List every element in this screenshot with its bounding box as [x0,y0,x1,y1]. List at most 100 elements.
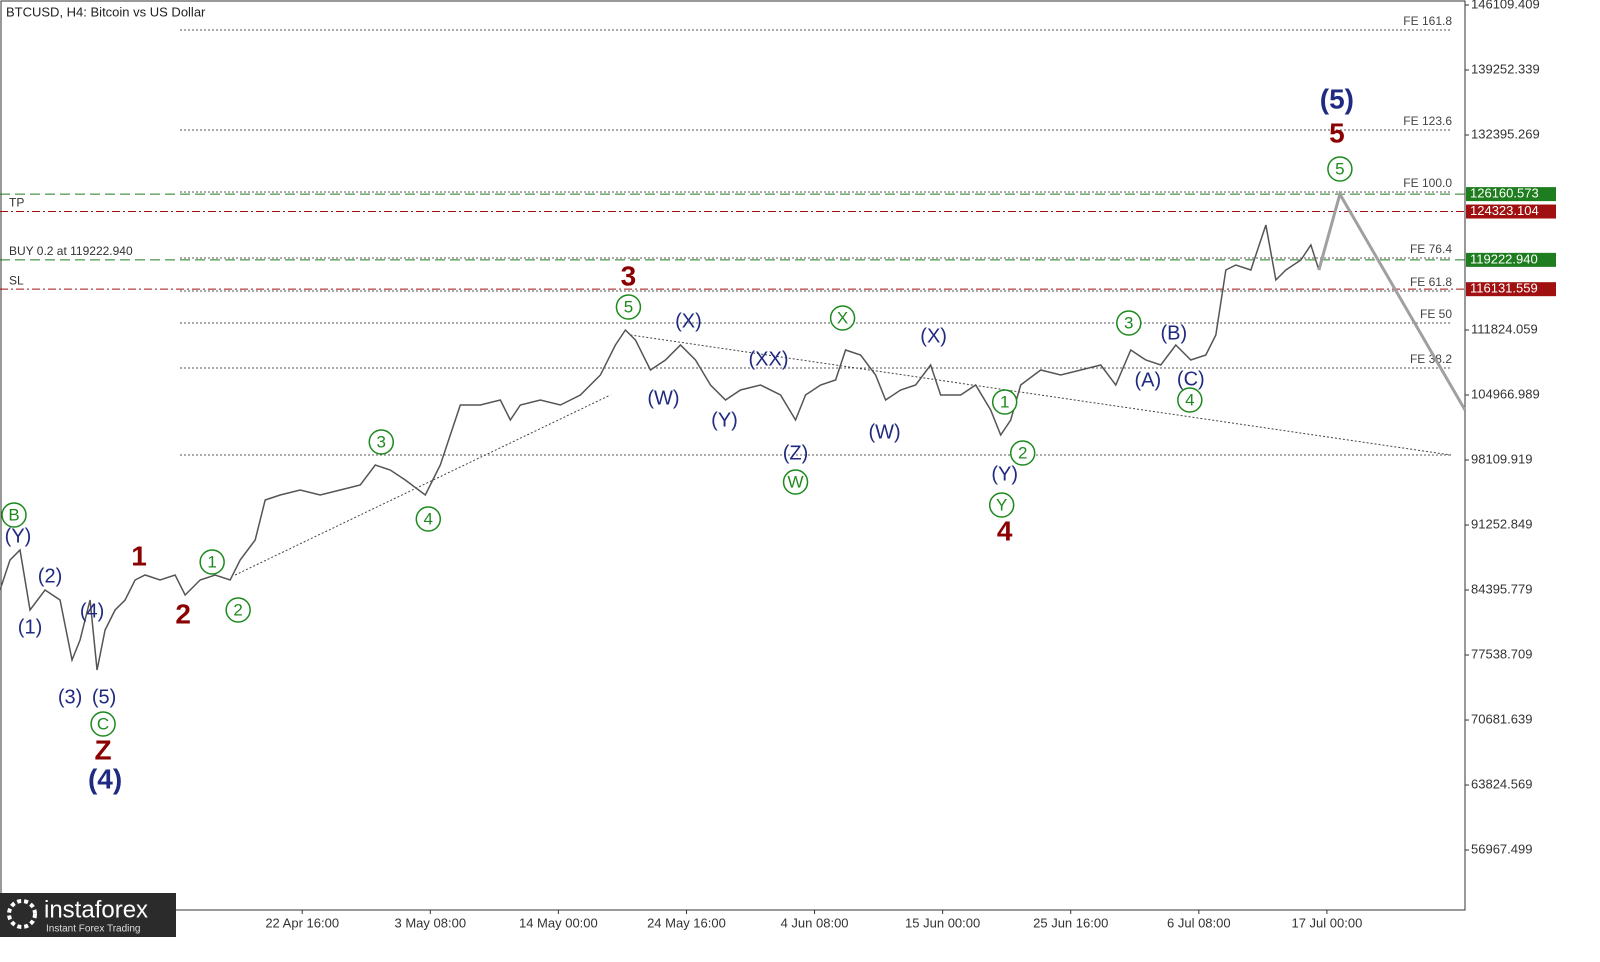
wave-circle [415,506,442,532]
logo: instaforex Instant Forex Trading [0,893,176,937]
x-tick-label: 17 Jul 00:00 [1291,915,1362,930]
wave-label: (5) [92,686,116,708]
x-tick-label: 3 May 08:00 [395,915,467,930]
y-tick-label: 132395.269 [1471,126,1540,141]
wave-label: (X) [920,325,947,347]
price-tag [1466,252,1556,267]
plot-frame [0,0,1466,911]
wave-label: (2) [38,565,62,587]
logo-name: instaforex [44,896,148,923]
wave-label: (1) [18,616,42,638]
wave-label: 4 [1185,390,1194,409]
x-tick-label: 14 May 00:00 [519,915,598,930]
wave-circle [1177,387,1203,413]
fib-label: FE 76.4 [1410,242,1452,256]
wave-label: (Y) [711,409,738,431]
wave-label: (3) [58,686,82,708]
x-tick-label: 25 Jun 16:00 [1033,915,1108,930]
wave-label: (5) [1320,83,1354,114]
wave-circle [829,305,856,331]
price-tag-label: 119222.940 [1470,251,1538,266]
wave-label: (XX) [749,348,789,370]
wave-label: (X) [675,310,702,332]
x-tick-label: 15 Jun 00:00 [905,915,980,930]
wave-label: 2 [1018,443,1027,462]
price-line-series [0,224,1320,671]
wave-label: (C) [1177,368,1205,390]
wave-label: 3 [621,260,637,291]
trendline [234,394,611,576]
logo-box [0,893,176,937]
wave-label: (Y) [991,463,1018,485]
y-tick-label: 98109.919 [1471,451,1532,466]
wave-label: 1 [1000,392,1009,411]
wave-circle [782,469,809,495]
wave-label: 3 [377,432,386,451]
price-tag-label: 124323.104 [1470,203,1539,218]
x-tick-label: 24 May 16:00 [647,915,726,930]
wave-label: C [97,714,109,733]
price-line-label: TP [9,196,24,210]
y-tick-label: 63824.569 [1471,776,1532,791]
y-tick-label: 139252.339 [1471,61,1540,76]
logo-icon [7,899,37,929]
wave-label: 4 [424,509,433,528]
wave-label: W [788,472,804,491]
wave-label: Y [996,495,1007,514]
x-tick-label: 22 Apr 16:00 [265,915,339,930]
price-line-label: BUY 0.2 at 119222.940 [9,244,133,258]
wave-label: Z [95,734,112,765]
wave-label: 5 [624,297,633,316]
price-tag-label: 126160.573 [1470,186,1539,201]
wave-label: (W) [869,421,901,443]
fib-label: FE 161.8 [1403,14,1452,28]
wave-label: 5 [1329,117,1345,148]
x-tick-label: 6 Jul 08:00 [1167,915,1231,930]
wave-circle [1009,440,1036,466]
wave-label: (Z) [783,442,809,464]
price-tag [1466,187,1556,202]
wave-circle [988,492,1015,518]
chart-title: BTCUSD, H4: Bitcoin vs US Dollar [6,4,206,19]
price-line-label: SL [9,273,24,287]
fib-label: FE 50 [1420,307,1452,321]
x-tick-label: 4 Jun 08:00 [781,915,849,930]
wave-label: (A) [1134,369,1161,391]
fib-label: FE 38.2 [1410,352,1452,366]
wave-label: 2 [233,600,242,619]
wave-circle [615,294,642,320]
wave-label: 1 [207,552,216,571]
wave-label: (4) [80,600,104,622]
wave-label: (Y) [5,525,32,547]
price-tag [1466,204,1556,219]
wave-label: 2 [175,598,191,629]
y-tick-label: 146109.409 [1471,0,1540,11]
forecast [1317,190,1467,411]
wave-circle [1327,156,1353,182]
wave-circle [199,549,225,575]
wave-circle [1116,310,1142,336]
wave-label: 1 [131,540,147,571]
wave-label: 3 [1124,313,1133,332]
price-tag-label: 116131.559 [1470,281,1538,296]
wave-label: 4 [997,515,1013,546]
wave-label: 5 [1335,159,1344,178]
wave-label: B [8,505,19,524]
y-tick-label: 84395.779 [1471,581,1532,596]
y-tick-label: 56967.499 [1471,841,1532,856]
price-tag [1466,282,1556,297]
wave-circle [368,429,395,455]
plot: 146109.409 139252.339 132395.269 111824.059… [0,0,1556,930]
y-tick-label: 104966.989 [1471,386,1540,401]
wave-circle [991,389,1018,415]
wave-label: (W) [647,387,679,409]
logo-tagline: Instant Forex Trading [46,924,141,935]
fib-label: FE 123.6 [1403,114,1452,128]
wave-label: X [837,308,848,327]
wave-circle [90,711,116,737]
wave-label: (B) [1160,322,1187,344]
wave-circle [1,502,27,528]
wave-circle [225,597,251,623]
